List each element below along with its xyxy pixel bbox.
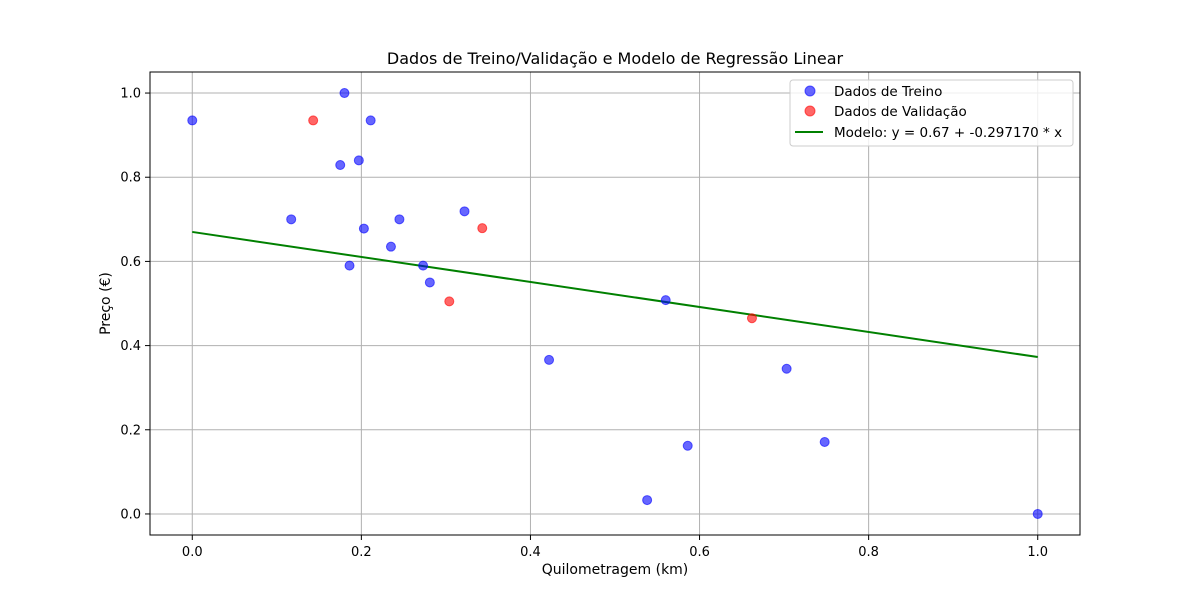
legend-marker-validation: [804, 105, 816, 117]
legend-label-train: Dados de Treino: [834, 84, 942, 100]
x-axis-label: Quilometragem (km): [542, 562, 689, 578]
y-tick-label: 0.6: [120, 255, 141, 270]
x-tick-label: 0.6: [689, 545, 710, 560]
y-tick-label: 0.0: [120, 507, 141, 522]
legend-box: [789, 79, 1074, 147]
train-point: [424, 277, 435, 288]
x-tick-label: 0.8: [858, 545, 879, 560]
regression-line: [192, 230, 1038, 359]
train-point: [385, 241, 396, 252]
train-point: [781, 363, 792, 374]
train-point: [660, 295, 671, 306]
x-tick-label: 1.0: [1027, 545, 1048, 560]
legend: Dados de Treino Dados de Validação Model…: [789, 79, 1074, 147]
y-tick-label: 0.8: [120, 171, 141, 186]
train-point: [286, 214, 297, 225]
x-tick-label: 0.0: [182, 545, 203, 560]
x-tick-label: 0.4: [520, 545, 541, 560]
legend-marker-train: [804, 85, 816, 97]
train-point: [394, 214, 405, 225]
train-point: [642, 495, 653, 506]
y-tick-label: 0.4: [120, 339, 141, 354]
chart-title: Dados de Treino/Validação e Modelo de Re…: [387, 49, 844, 68]
train-point: [365, 115, 376, 126]
y-tick-label: 0.2: [120, 423, 141, 438]
train-point: [819, 436, 830, 447]
train-point: [1032, 508, 1043, 519]
train-point: [544, 354, 555, 365]
train-point: [459, 206, 470, 217]
axis-ticks: 0.0 0.2 0.4 0.6 0.8 1.0 0.0 0.2 0.4 0.6 0.8 1.0: [120, 87, 1048, 560]
validation-point: [477, 223, 488, 234]
grid: [150, 72, 1080, 535]
legend-label-validation: Dados de Validação: [834, 104, 967, 120]
train-point: [358, 223, 369, 234]
train-point: [335, 160, 346, 171]
train-point: [682, 440, 693, 451]
validation-point: [308, 115, 319, 126]
y-tick-label: 1.0: [120, 87, 141, 102]
train-point: [418, 260, 429, 271]
train-point: [344, 260, 355, 271]
validation-point: [444, 296, 455, 307]
regression-line-layer: [192, 230, 1038, 359]
x-tick-label: 0.2: [351, 545, 372, 560]
train-point: [353, 155, 364, 166]
y-axis-label: Preço (€): [98, 272, 114, 335]
train-point: [187, 115, 198, 126]
plot-frame: [149, 71, 1081, 536]
train-point: [339, 88, 350, 99]
points-layer: [187, 88, 1043, 519]
legend-label-model: Modelo: y = 0.67 + -0.297170 * x: [834, 125, 1062, 141]
validation-point: [746, 313, 757, 324]
